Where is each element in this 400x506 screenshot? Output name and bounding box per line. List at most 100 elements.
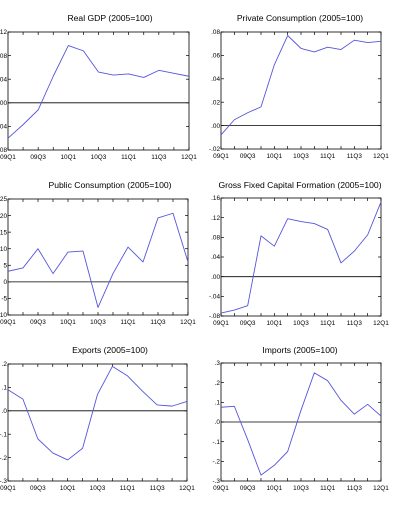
series-line <box>220 35 382 136</box>
x-tick-label: 11Q3 <box>347 485 363 492</box>
x-tick-label: 10Q3 <box>90 485 106 492</box>
y-tick-label: -.3 <box>0 478 7 485</box>
y-tick-label: .3 <box>215 360 221 367</box>
x-tick-label: 11Q1 <box>320 153 336 160</box>
y-tick-label: -.3 <box>213 478 221 485</box>
y-tick-label: .0 <box>2 408 8 415</box>
y-tick-label: -.08 <box>209 313 220 320</box>
x-tick-label: 10Q3 <box>293 320 309 327</box>
chart-title: Imports (2005=100) <box>262 345 337 355</box>
x-tick-label: 10Q1 <box>267 320 283 327</box>
x-tick-label: 11Q3 <box>150 485 166 492</box>
y-tick-label: .04 <box>211 254 220 261</box>
x-tick-label: 09Q1 <box>213 153 229 160</box>
chart-panel: Exports (2005=100) -.3 -.2 -.1 .0 .1 .2 09Q1 09Q… <box>0 345 195 492</box>
y-tick-label: .08 <box>0 53 7 60</box>
x-tick-label: 09Q1 <box>0 319 16 326</box>
y-tick-label: 15 <box>0 229 7 236</box>
plot-frame <box>220 197 382 317</box>
x-tick-label: 09Q1 <box>0 154 16 161</box>
y-tick-label: .12 <box>0 29 7 36</box>
x-tick-label: 09Q3 <box>240 153 256 160</box>
y-tick-label: .12 <box>211 215 220 222</box>
y-tick-label: -10 <box>0 312 7 319</box>
x-tick-label: 11Q3 <box>150 319 166 326</box>
plot-frame <box>7 363 188 482</box>
x-tick-label: 10Q1 <box>267 153 283 160</box>
x-tick-label: 11Q3 <box>151 154 167 161</box>
y-tick-label: -.04 <box>209 294 220 301</box>
chart-title: Exports (2005=100) <box>72 345 148 355</box>
x-tick-label: 09Q1 <box>213 485 229 492</box>
plot-frame <box>7 31 190 151</box>
x-tick-label: 09Q3 <box>30 485 46 492</box>
x-tick-label: 12Q1 <box>373 320 389 327</box>
y-tick-label: -.1 <box>213 439 221 446</box>
y-tick-label: -.02 <box>209 146 220 153</box>
x-tick-label: 11Q3 <box>347 153 363 160</box>
plot-frame <box>220 31 382 150</box>
chart-title: Gross Fixed Capital Formation (2005=100) <box>218 180 381 190</box>
x-tick-label: 12Q1 <box>180 319 196 326</box>
x-tick-label: 10Q1 <box>267 485 283 492</box>
y-tick-label: -5 <box>1 296 7 303</box>
series-line <box>220 201 382 314</box>
y-tick-label: 0 <box>3 279 7 286</box>
x-tick-label: 09Q1 <box>0 485 16 492</box>
chart-panel: Real GDP (2005=100) -.08 -.04 .00 .04 .08 .12 0… <box>0 13 197 161</box>
x-tick-label: 11Q1 <box>320 320 336 327</box>
x-tick-label: 12Q1 <box>373 153 389 160</box>
y-tick-label: .08 <box>211 235 220 242</box>
y-tick-label: .02 <box>211 99 220 106</box>
y-tick-label: -.2 <box>0 455 7 462</box>
y-tick-label: .2 <box>215 380 221 387</box>
y-tick-label: -.1 <box>0 431 7 438</box>
x-tick-label: 09Q3 <box>240 320 256 327</box>
x-tick-label: 10Q3 <box>293 485 309 492</box>
x-tick-label: 09Q3 <box>30 154 46 161</box>
x-tick-label: 10Q3 <box>90 319 106 326</box>
x-tick-label: 11Q1 <box>121 154 137 161</box>
y-tick-label: .08 <box>211 29 220 36</box>
x-tick-label: 10Q1 <box>61 154 77 161</box>
x-tick-label: 09Q3 <box>240 485 256 492</box>
y-tick-label: 10 <box>0 246 7 253</box>
chart-panel: Imports (2005=100) -.3 -.2 -.1 .0 .1 .2 .3 09Q1 0… <box>213 345 390 492</box>
x-tick-label: 12Q1 <box>181 154 197 161</box>
chart-panel: Gross Fixed Capital Formation (2005=100)… <box>209 180 389 327</box>
y-tick-label: .0 <box>215 419 221 426</box>
chart-title: Private Consumption (2005=100) <box>237 13 363 23</box>
y-tick-label: .06 <box>211 53 220 60</box>
chart-panel: Private Consumption (2005=100) -.02 .00 .02… <box>209 13 389 160</box>
chart-title: Real GDP (2005=100) <box>67 13 152 23</box>
y-tick-label: .00 <box>0 100 7 107</box>
y-tick-label: .1 <box>2 385 8 392</box>
x-tick-label: 10Q3 <box>91 154 107 161</box>
x-tick-label: 10Q1 <box>60 485 76 492</box>
y-tick-label: .04 <box>0 76 7 83</box>
y-tick-label: .16 <box>211 195 220 202</box>
x-tick-label: 12Q1 <box>179 485 195 492</box>
series-line <box>7 45 190 139</box>
series-line <box>7 212 189 308</box>
y-tick-label: 25 <box>0 196 7 203</box>
y-tick-label: 5 <box>3 262 7 269</box>
plot-frame <box>7 198 189 316</box>
x-tick-label: 11Q1 <box>320 485 336 492</box>
y-tick-label: .2 <box>2 361 8 368</box>
x-tick-label: 10Q1 <box>60 319 76 326</box>
series-line <box>220 372 382 476</box>
y-tick-label: -.2 <box>213 459 221 466</box>
chart-panel: Public Consumption (2005=100) -10 -5 0 5 10 15… <box>0 180 196 326</box>
x-tick-label: 10Q3 <box>293 153 309 160</box>
x-tick-label: 11Q1 <box>120 319 136 326</box>
x-tick-label: 11Q1 <box>120 485 136 492</box>
y-tick-label: -.04 <box>0 124 7 131</box>
series-line <box>7 365 188 461</box>
y-tick-label: .00 <box>211 274 220 281</box>
chart-title: Public Consumption (2005=100) <box>48 180 171 190</box>
y-tick-label: .00 <box>211 123 220 130</box>
x-tick-label: 09Q1 <box>213 320 229 327</box>
x-tick-label: 12Q1 <box>373 485 389 492</box>
